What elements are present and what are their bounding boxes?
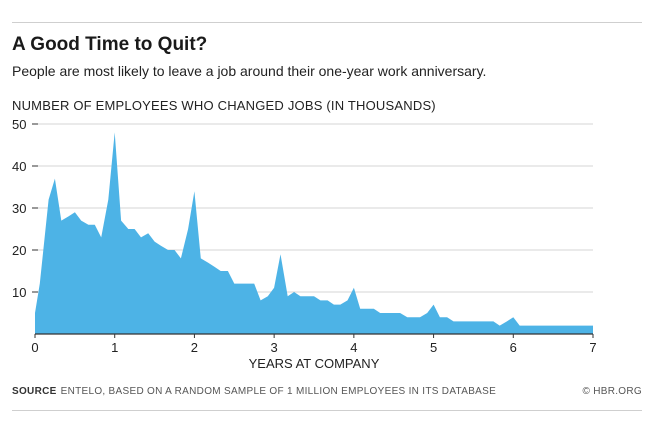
chart-title: A Good Time to Quit? (12, 34, 208, 55)
x-tick-label-1: 1 (111, 340, 118, 355)
y-axis-label: NUMBER OF EMPLOYEES WHO CHANGED JOBS (IN… (12, 98, 436, 113)
x-axis-label: YEARS AT COMPANY (249, 356, 380, 371)
y-tick-label-40: 40 (12, 159, 26, 174)
x-tick-label-5: 5 (430, 340, 437, 355)
axes (32, 123, 594, 338)
source-text: ENTELO, BASED ON A RANDOM SAMPLE OF 1 MI… (60, 386, 497, 397)
source-label: SOURCE (12, 386, 57, 397)
x-tick-label-7: 7 (589, 340, 596, 355)
bottom-rule (12, 410, 642, 411)
credit: © HBR.ORG (582, 386, 642, 397)
tick-labels: 10 20 30 40 50 0 1 2 3 4 5 6 7 YEARS AT COMPANY (12, 117, 597, 371)
x-tick-label-0: 0 (31, 340, 38, 355)
x-tick-label-4: 4 (350, 340, 357, 355)
x-tick-label-3: 3 (271, 340, 278, 355)
y-tick-label-30: 30 (12, 201, 26, 216)
y-tick-label-20: 20 (12, 243, 26, 258)
y-tick-label-10: 10 (12, 285, 26, 300)
y-tick-label-50: 50 (12, 117, 26, 132)
chart-subtitle: People are most likely to leave a job ar… (12, 63, 487, 79)
x-tick-label-2: 2 (191, 340, 198, 355)
area-layer (35, 132, 593, 334)
top-rule (12, 22, 642, 23)
area-series-0 (35, 132, 593, 334)
x-tick-label-6: 6 (510, 340, 517, 355)
source-note: SOURCE ENTELO, BASED ON A RANDOM SAMPLE O… (12, 386, 496, 397)
